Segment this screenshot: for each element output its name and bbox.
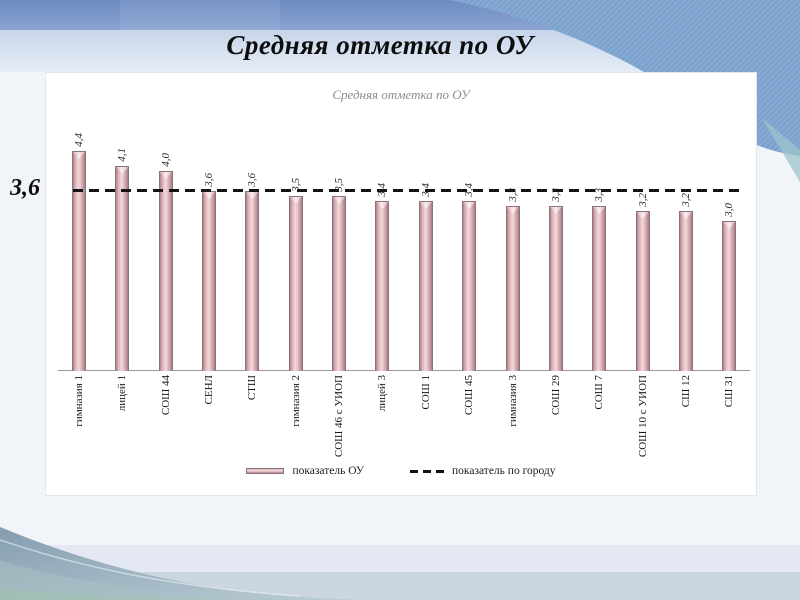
city-reference-dashed-line — [73, 189, 739, 192]
bar-value-label: 3,6 — [246, 173, 259, 187]
bar-value-label: 3,6 — [203, 173, 216, 187]
category-label: СЕНЛ — [203, 375, 216, 405]
chart-title: Средняя отметка по ОУ — [332, 87, 470, 102]
bar — [592, 206, 607, 371]
legend-label-ou: показатель ОУ — [292, 465, 365, 477]
legend-item-ou: показатель ОУ — [246, 465, 364, 477]
bar-value-label: 3,0 — [723, 203, 736, 217]
bar — [462, 201, 477, 371]
category-label: СШ 12 — [679, 375, 692, 408]
category-label: гимназия 2 — [289, 375, 302, 427]
bar — [72, 151, 86, 371]
bar — [548, 206, 563, 371]
bar — [418, 201, 433, 371]
category-label: СОШ 46 с УИОП — [333, 375, 346, 458]
category-label: лицей 3 — [376, 375, 389, 412]
category-label: СОШ 10 с УИОП — [636, 375, 649, 458]
bar — [505, 206, 520, 371]
category-label: СТШ — [246, 375, 259, 401]
category-label: СОШ 45 — [463, 375, 476, 416]
bar-value-label: 4,4 — [73, 133, 85, 147]
chart-panel: Средняя отметка по ОУ 4,4 4,1 4,0 3,6 3,6 3,5… — [45, 72, 757, 496]
category-label: СОШ 44 — [159, 375, 172, 416]
bar — [375, 201, 390, 371]
legend-label-city: показатель по городу — [452, 465, 556, 477]
bar — [635, 211, 650, 371]
bar — [202, 191, 217, 371]
city-average-value-label: 3,6 — [10, 175, 40, 201]
legend-dash-swatch-icon — [410, 469, 445, 473]
bar — [158, 171, 173, 371]
bar — [722, 221, 737, 371]
bar — [678, 211, 693, 371]
legend-item-city: показатель по городу — [410, 465, 556, 477]
bar — [332, 196, 347, 371]
legend-bar-swatch-icon — [246, 468, 285, 474]
bar-value-label: 3,2 — [679, 193, 692, 207]
category-label: лицей 1 — [116, 375, 129, 412]
category-label: СОШ 29 — [549, 375, 562, 416]
legend: показатель ОУ показатель по городу — [46, 465, 756, 477]
plot-area: 4,44,14,03,63,63,53,53,43,43,43,33,33,33… — [46, 73, 758, 371]
category-label: СОШ 1 — [419, 375, 432, 410]
bar-value-label: 4,1 — [116, 148, 129, 162]
bar-value-label: 4,0 — [159, 153, 172, 167]
category-label: гимназия 1 — [73, 375, 85, 427]
bar-value-label: 3,2 — [636, 193, 649, 207]
slide-title: Средняя отметка по ОУ — [226, 30, 534, 60]
category-label: СШ 31 — [723, 375, 736, 408]
bar — [288, 196, 303, 371]
category-label: СОШ 7 — [593, 375, 606, 410]
category-label: гимназия 3 — [506, 375, 519, 427]
x-axis-line — [58, 370, 750, 371]
bar — [245, 191, 260, 371]
bar — [115, 166, 130, 371]
